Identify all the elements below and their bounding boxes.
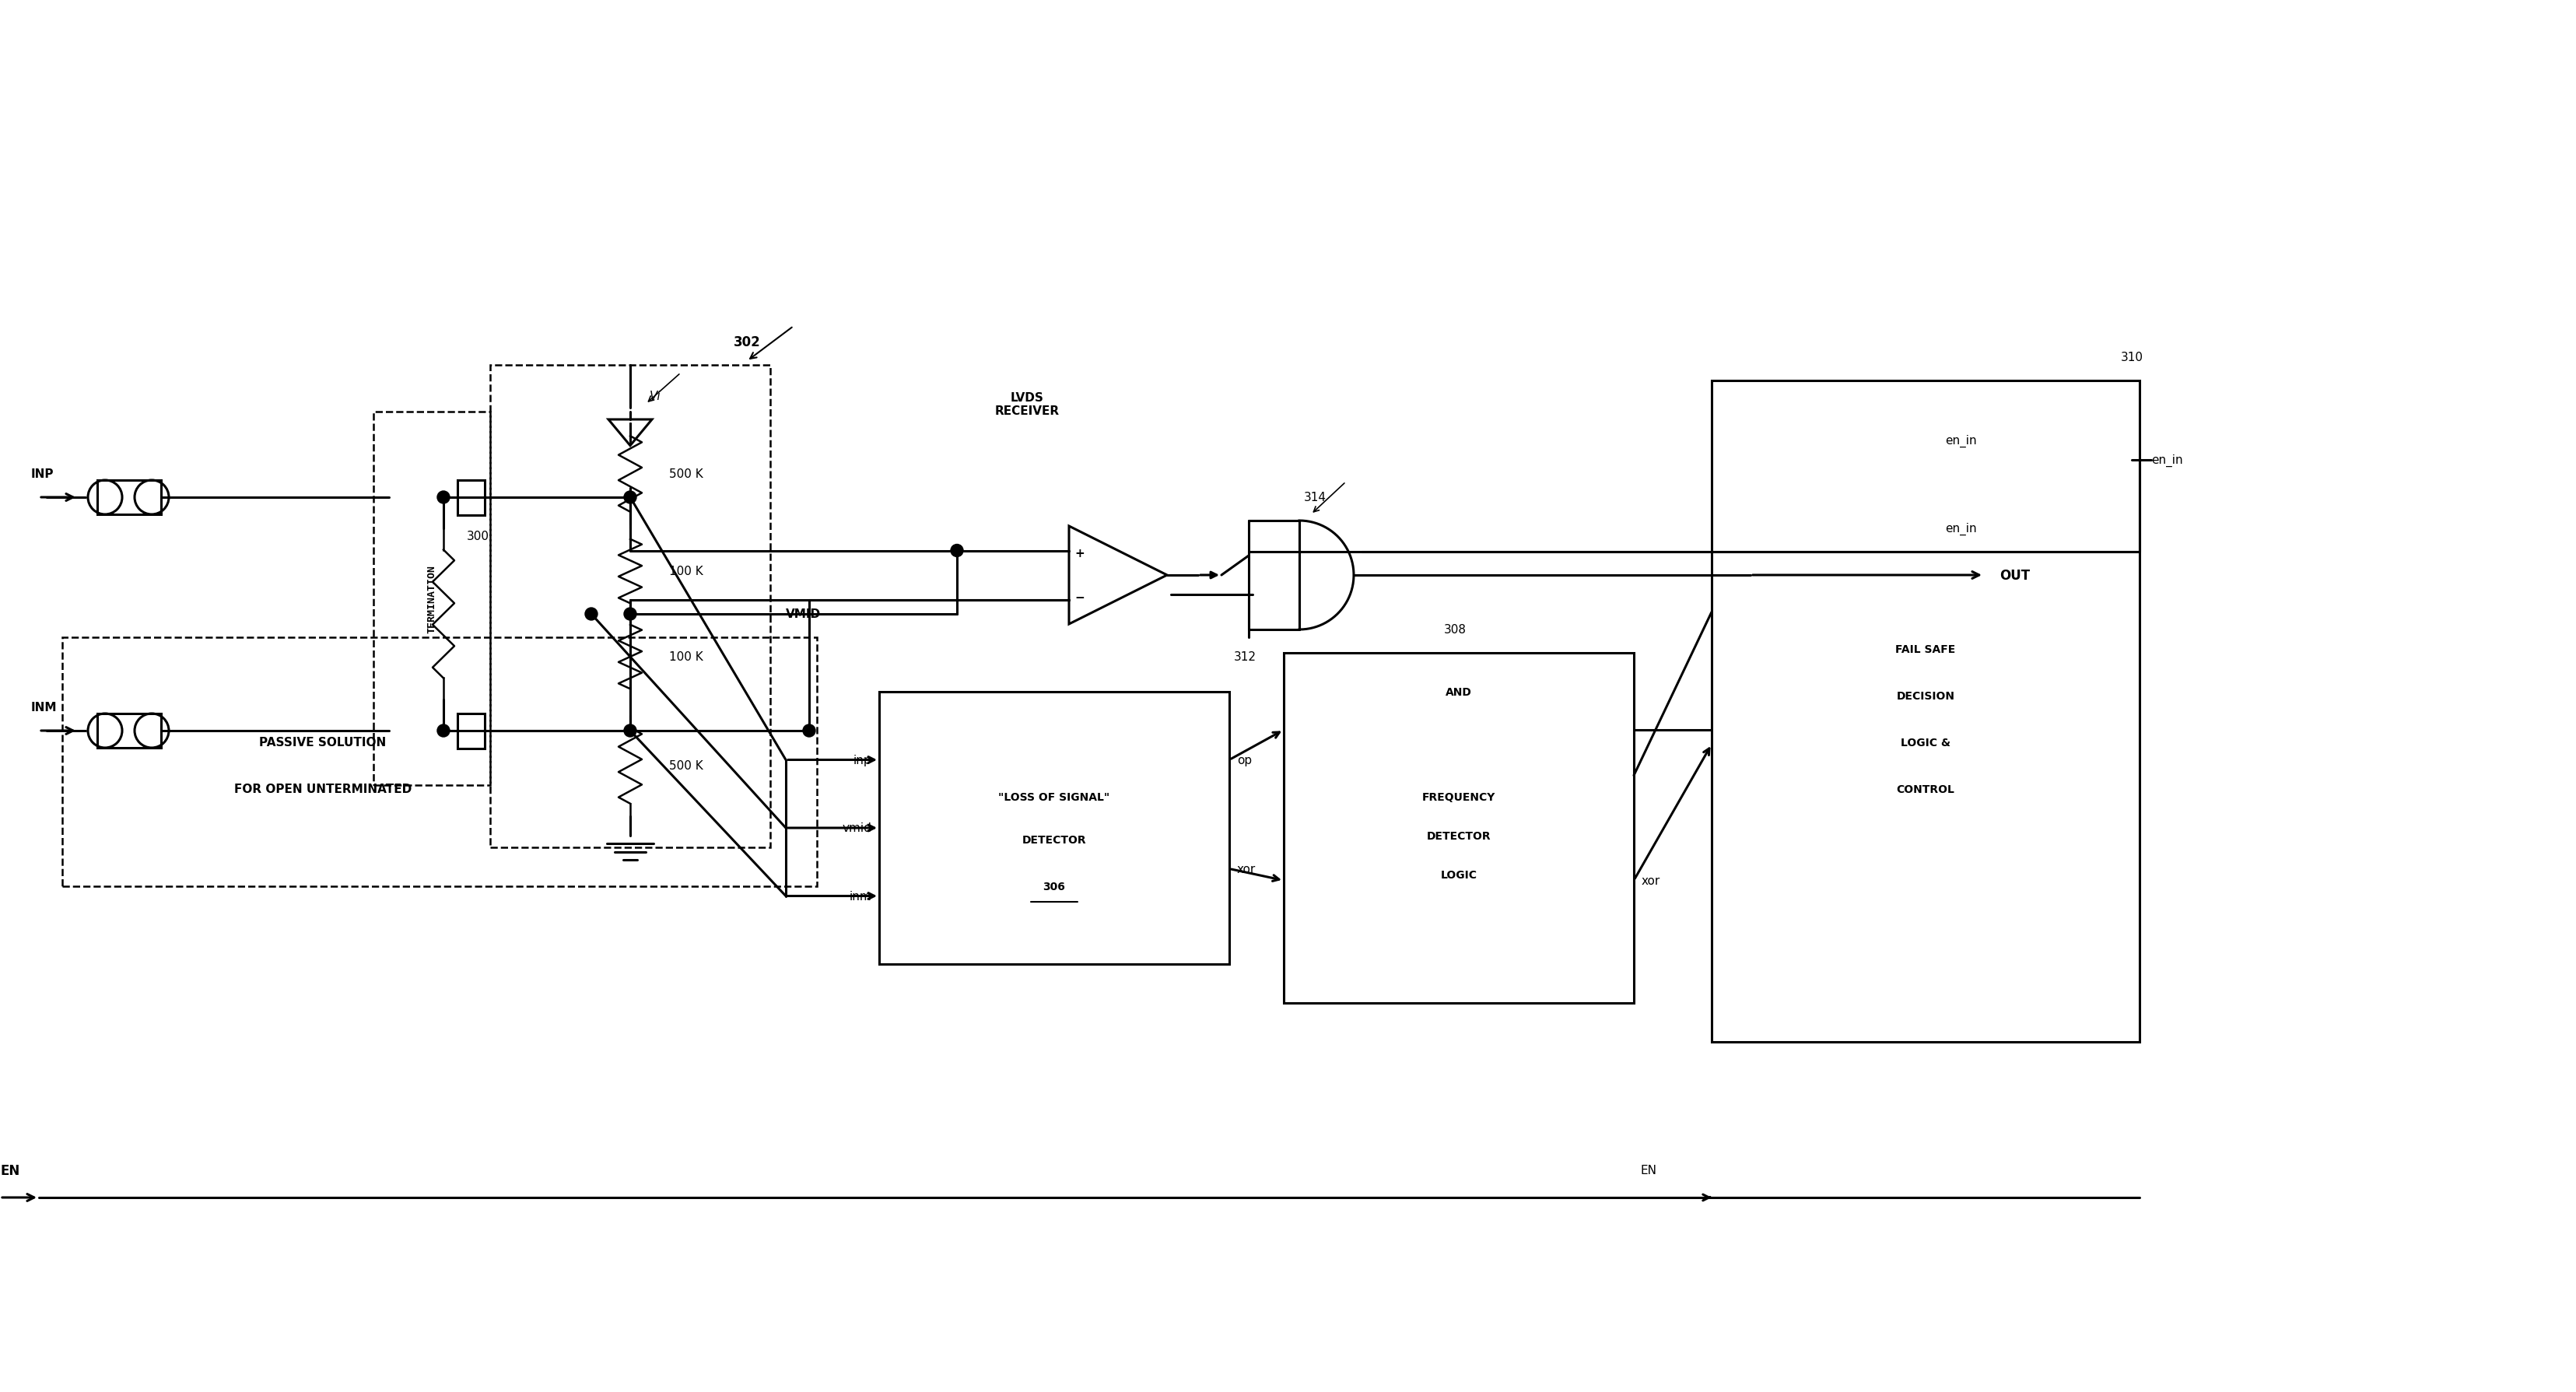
Text: OUT: OUT bbox=[1999, 568, 2030, 582]
Text: 308: 308 bbox=[1443, 624, 1466, 636]
Bar bbox=[374, 412, 489, 785]
Circle shape bbox=[438, 725, 451, 738]
Text: +: + bbox=[1074, 547, 1084, 560]
Text: 314: 314 bbox=[1303, 491, 1327, 504]
Text: VMID: VMID bbox=[786, 608, 822, 621]
Bar bbox=[489, 366, 770, 848]
Text: op: op bbox=[1236, 754, 1252, 766]
Text: en_in: en_in bbox=[1945, 434, 1976, 447]
Text: en_in: en_in bbox=[1945, 522, 1976, 535]
Text: 100 K: 100 K bbox=[670, 565, 703, 578]
Bar bbox=[1283, 653, 1633, 1004]
Circle shape bbox=[585, 608, 598, 621]
Circle shape bbox=[623, 725, 636, 738]
Text: xor: xor bbox=[1236, 863, 1257, 874]
Text: 302: 302 bbox=[734, 335, 760, 349]
Text: 310: 310 bbox=[2120, 352, 2143, 363]
Text: TERMINATION: TERMINATION bbox=[428, 565, 438, 633]
Text: INP: INP bbox=[31, 469, 54, 480]
Text: 500 K: 500 K bbox=[670, 760, 703, 771]
Bar bbox=[62, 638, 817, 887]
Text: DECISION: DECISION bbox=[1896, 690, 1955, 702]
Bar bbox=[98, 480, 162, 515]
Text: 100 K: 100 K bbox=[670, 651, 703, 663]
Text: LVDS
RECEIVER: LVDS RECEIVER bbox=[994, 391, 1059, 418]
Text: FAIL SAFE: FAIL SAFE bbox=[1896, 644, 1955, 654]
Text: Vi: Vi bbox=[649, 391, 662, 402]
Text: 306: 306 bbox=[1043, 881, 1066, 892]
Circle shape bbox=[804, 725, 817, 738]
Text: INM: INM bbox=[31, 702, 57, 714]
Text: AND: AND bbox=[1445, 686, 1471, 697]
Text: LOGIC: LOGIC bbox=[1440, 870, 1476, 880]
Text: 500 K: 500 K bbox=[670, 469, 703, 480]
Text: EN: EN bbox=[1641, 1165, 1656, 1176]
Text: DETECTOR: DETECTOR bbox=[1023, 834, 1087, 845]
Circle shape bbox=[623, 608, 636, 621]
Circle shape bbox=[438, 491, 451, 504]
Bar bbox=[456, 714, 484, 749]
Text: −: − bbox=[1074, 592, 1084, 604]
Circle shape bbox=[951, 544, 963, 557]
Text: DETECTOR: DETECTOR bbox=[1427, 831, 1492, 841]
Bar bbox=[878, 692, 1229, 965]
Text: LOGIC &: LOGIC & bbox=[1901, 738, 1950, 748]
Circle shape bbox=[623, 491, 636, 504]
Text: "LOSS OF SIGNAL": "LOSS OF SIGNAL" bbox=[999, 792, 1110, 803]
Text: CONTROL: CONTROL bbox=[1896, 784, 1955, 795]
Bar bbox=[98, 714, 162, 748]
Text: EN: EN bbox=[0, 1164, 21, 1178]
Text: inp: inp bbox=[853, 754, 871, 766]
Text: 300: 300 bbox=[466, 530, 489, 543]
Text: inm: inm bbox=[850, 891, 871, 902]
Text: 312: 312 bbox=[1234, 651, 1257, 663]
Text: en_in: en_in bbox=[2151, 454, 2182, 466]
Text: FOR OPEN UNTERMINATED: FOR OPEN UNTERMINATED bbox=[234, 784, 412, 795]
Text: FREQUENCY: FREQUENCY bbox=[1422, 792, 1497, 803]
Text: xor: xor bbox=[1641, 874, 1662, 887]
Text: PASSIVE SOLUTION: PASSIVE SOLUTION bbox=[260, 736, 386, 749]
Bar bbox=[1710, 381, 2141, 1043]
Bar bbox=[456, 480, 484, 515]
Text: vmid: vmid bbox=[842, 823, 871, 834]
